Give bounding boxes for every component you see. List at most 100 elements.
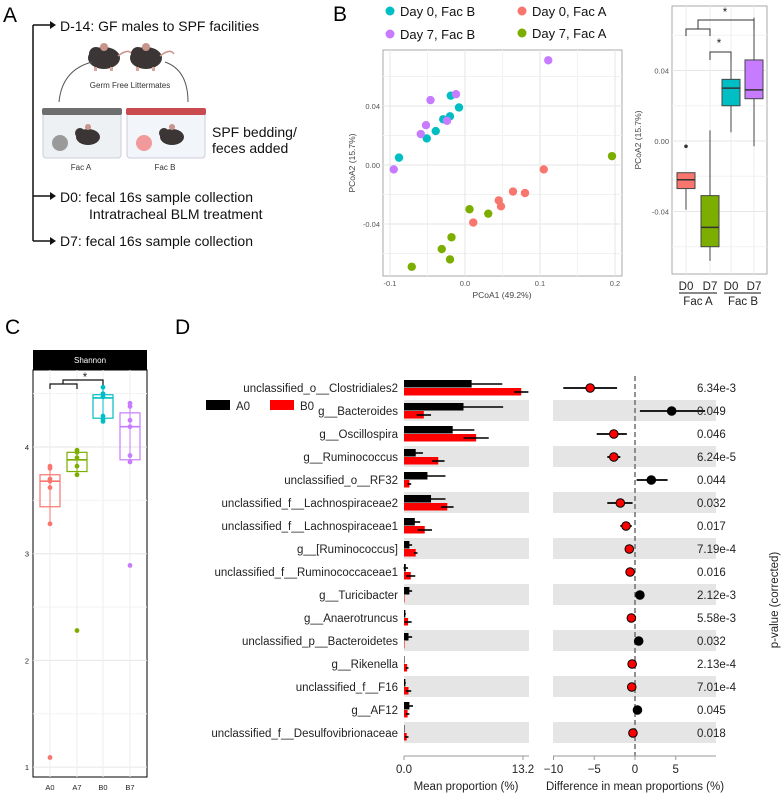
facet-strip [33, 350, 147, 370]
scatter-point [451, 90, 461, 99]
scatter-point [607, 151, 617, 161]
legend-marker [385, 29, 395, 39]
panel-label-a: A [3, 4, 17, 27]
bar-a0 [404, 656, 405, 664]
p-value-axis-title: p-value (corrected) [769, 552, 781, 649]
p-value: 7.19e-4 [697, 544, 737, 556]
cage-fac-a [42, 108, 122, 159]
scatter-point [445, 255, 455, 264]
arrow-icon [33, 237, 56, 245]
data-point [127, 459, 133, 465]
bar-b0 [404, 664, 408, 672]
littermates-label: Germ Free Littermates [90, 81, 170, 90]
p-value: 0.018 [697, 728, 726, 740]
taxon-label: g__Oscillospira [319, 429, 398, 441]
taxon-label: g__Rikenella [332, 659, 399, 671]
y-axis-title: PCoA2 (15.7%) [347, 133, 357, 192]
bar-a0 [404, 380, 472, 388]
p-value: 0.017 [697, 521, 726, 533]
y-tick-label: 2 [25, 656, 29, 665]
p-value: 0.032 [697, 498, 726, 510]
x-tick-label: D7 [703, 281, 718, 293]
significance-star: * [717, 38, 722, 50]
outlier-point [684, 144, 688, 149]
taxon-label: unclassified_o__Clostridiales2 [243, 383, 398, 395]
scatter-point [469, 218, 478, 227]
group-label: Fac B [728, 296, 758, 308]
box [39, 474, 61, 508]
significance-star: * [83, 372, 88, 384]
legend-marker [517, 6, 527, 16]
p-value: 2.13e-4 [697, 659, 737, 671]
legend-label: Day 7, Fac B [400, 27, 475, 42]
panel-d-extended-error-bar: A0B095% confidence intervalsunclassified… [206, 376, 781, 793]
data-point [127, 424, 133, 430]
legend-marker [517, 28, 527, 38]
data-point [74, 455, 80, 461]
difference-point [609, 452, 619, 462]
scatter-point [416, 129, 425, 139]
group-label: Fac A [683, 296, 713, 308]
data-point [74, 628, 80, 633]
legend-label: A0 [236, 401, 250, 413]
bar-a0 [404, 725, 405, 733]
scatter-point [484, 209, 493, 218]
data-point [100, 394, 106, 400]
bedding-note-1: SPF bedding/ [212, 124, 297, 140]
difference-point [627, 659, 637, 669]
taxon-label: g__Turicibacter [319, 590, 398, 602]
taxon-label: g__Ruminococcus [303, 452, 398, 464]
bar-a0 [404, 426, 453, 434]
difference-point [633, 636, 644, 646]
x-tick-label: 0.0 [396, 764, 412, 776]
bar-a0 [404, 679, 406, 687]
bedding-note-2: feces added [212, 140, 288, 156]
panel-b-pcoa-scatter: -0.1 0.0 0.1 0.2 -0.04 0.00 0.04 PCoA1 (49.2%) P… [347, 4, 623, 300]
box [700, 195, 720, 248]
mouse-icon [130, 43, 175, 71]
difference-point [615, 498, 626, 508]
data-point [74, 449, 80, 455]
bar-b0 [404, 503, 448, 511]
arrow-icon [33, 21, 56, 29]
row-band [404, 676, 529, 697]
scatter-point [422, 134, 431, 143]
panel-label-b: B [333, 3, 347, 26]
cage-a-label: Fac A [71, 163, 92, 172]
difference-point [625, 567, 635, 577]
taxon-label: unclassified_f__F16 [296, 682, 398, 694]
x-tick-label: B0 [98, 783, 107, 792]
taxon-label: unclassified_f__Lachnospiraceae1 [222, 521, 398, 533]
bar-a0 [404, 587, 410, 595]
panel-c-shannon-boxplot: Shannon 1 2 3 4 A0 A7 B0 B7 * [25, 350, 148, 792]
y-tick-label: 0.00 [654, 137, 669, 146]
x-tick-label: 0.2 [610, 279, 620, 288]
y-tick-label: 0.00 [365, 161, 380, 170]
step-d7: D7: fecal 16s sample collection [60, 233, 253, 249]
plot-area [32, 369, 148, 778]
p-value: 0.016 [697, 567, 726, 579]
bar-b0 [404, 480, 410, 488]
x-tick-label: D0 [724, 281, 739, 293]
facet-title: Shannon [74, 356, 106, 365]
taxon-label: g__Anaerotruncus [304, 613, 398, 625]
taxon-label: unclassified_f__Desulfovibrionaceae [211, 728, 398, 740]
bar-b0 [404, 595, 405, 603]
x-axis-title-right: Difference in mean proportions (%) [546, 781, 724, 793]
scatter-point [421, 120, 431, 130]
difference-point [628, 728, 638, 738]
row-band [404, 538, 529, 559]
difference-point [635, 590, 645, 600]
taxon-label: g__Bacteroides [318, 406, 398, 418]
data-point [100, 418, 106, 424]
x-tick-label: D0 [679, 281, 694, 293]
arrow-icon [33, 192, 56, 200]
data-point [47, 478, 53, 484]
cage-b-label: Fac B [155, 163, 176, 172]
box [721, 78, 741, 107]
x-tick-label: A0 [45, 783, 54, 792]
scatter-point [394, 153, 404, 162]
y-tick-label: -0.04 [363, 220, 380, 229]
p-value: 6.34e-3 [697, 383, 736, 395]
